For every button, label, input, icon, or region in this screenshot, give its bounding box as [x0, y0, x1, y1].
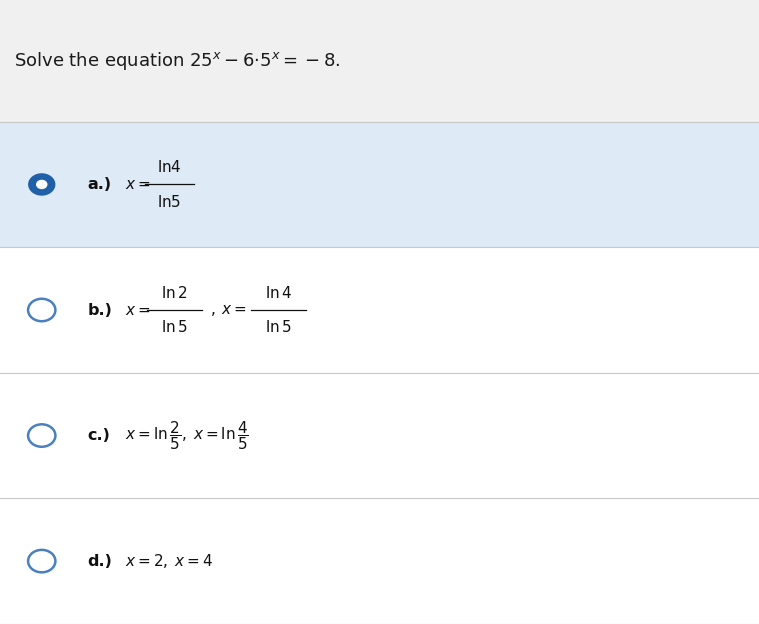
Text: $\mathrm{ln\,5}$: $\mathrm{ln\,5}$ — [265, 319, 292, 336]
Bar — [0, 247, 759, 373]
Text: $\mathrm{ln4}$: $\mathrm{ln4}$ — [157, 159, 181, 175]
Text: $x=2,\;x=4$: $x=2,\;x=4$ — [125, 552, 213, 570]
Text: b.): b.) — [87, 303, 112, 318]
Circle shape — [28, 299, 55, 321]
Text: $\mathrm{ln\,4}$: $\mathrm{ln\,4}$ — [265, 285, 292, 301]
Text: Solve the equation $25^x-6{\cdot}5^x=-8$.: Solve the equation $25^x-6{\cdot}5^x=-8$… — [14, 50, 340, 72]
Text: $x=$: $x=$ — [125, 177, 151, 192]
Bar — [0, 373, 759, 499]
Circle shape — [28, 550, 55, 572]
Text: c.): c.) — [87, 428, 110, 443]
Text: $x=\ln\dfrac{2}{5},\;x=\ln\dfrac{4}{5}$: $x=\ln\dfrac{2}{5},\;x=\ln\dfrac{4}{5}$ — [125, 419, 249, 452]
Text: d.): d.) — [87, 553, 112, 568]
Bar — [0, 122, 759, 247]
Bar — [0, 0, 759, 122]
Circle shape — [36, 180, 48, 189]
Text: $\mathrm{ln5}$: $\mathrm{ln5}$ — [157, 194, 181, 210]
Bar — [0, 499, 759, 624]
Text: $x=$: $x=$ — [125, 303, 151, 318]
Circle shape — [28, 173, 55, 196]
Text: $\mathrm{ln\,5}$: $\mathrm{ln\,5}$ — [161, 319, 188, 336]
Text: a.): a.) — [87, 177, 112, 192]
Circle shape — [28, 424, 55, 447]
Text: $,\;x=$: $,\;x=$ — [210, 303, 247, 318]
Text: $\mathrm{ln\,2}$: $\mathrm{ln\,2}$ — [162, 285, 187, 301]
